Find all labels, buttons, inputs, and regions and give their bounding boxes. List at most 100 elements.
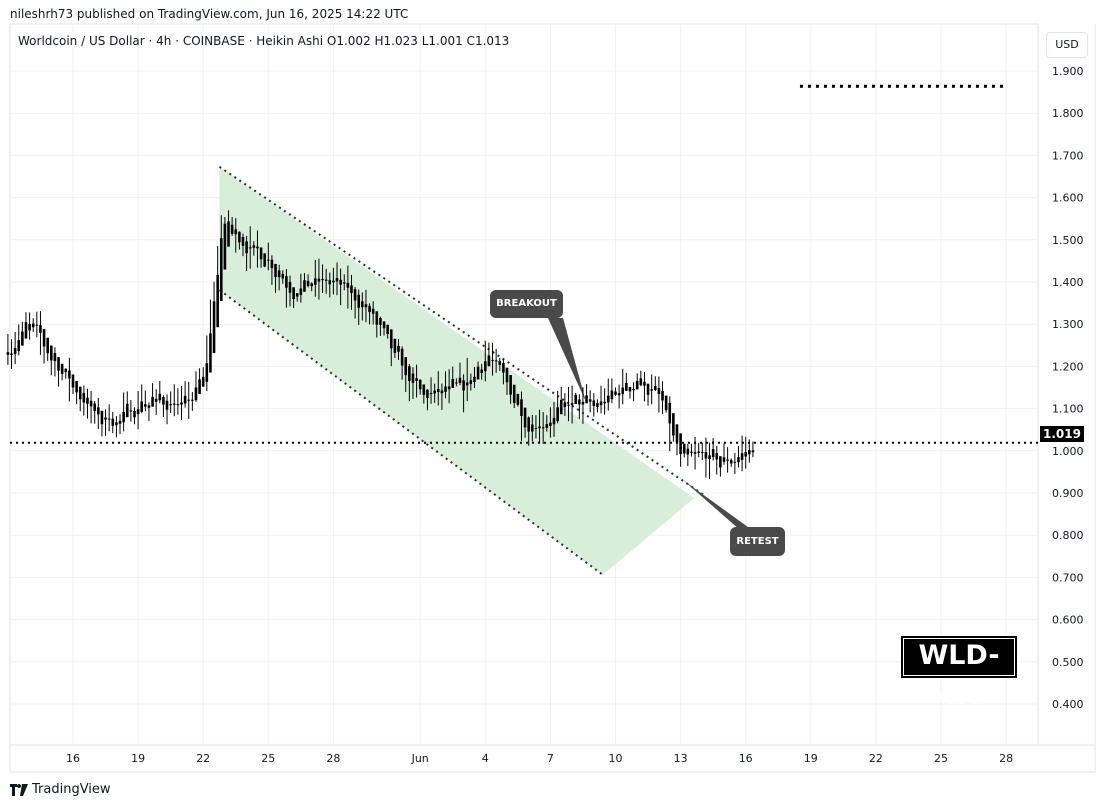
candle-body [400,348,404,366]
x-tick-label: 7 [547,752,554,765]
tradingview-logo[interactable]: TradingView [10,782,111,797]
candle-body [227,221,230,247]
candle-body [675,424,679,443]
candle-body [353,289,357,301]
x-tick-label: 25 [934,752,948,765]
candle-body [563,402,567,408]
candle-body [690,451,693,453]
candle-body [711,449,715,458]
y-tick-label: 1.400 [1052,276,1084,289]
candle-body [433,390,436,394]
candle-body [393,338,397,353]
candle-body [646,383,650,395]
candle-body [133,411,136,418]
candle-body [176,404,180,406]
candle-body [672,413,675,436]
candle-body [274,263,277,278]
currency-button[interactable]: USD [1046,32,1088,58]
candle-body [596,403,599,407]
candle-body [382,321,386,329]
breakout-callout[interactable]: BREAKOUT [490,290,563,318]
candle-body [628,386,632,392]
candle-body [60,363,64,374]
candle-body [209,333,212,373]
candle-body [451,378,455,388]
candle-body [342,282,346,284]
candle-body [559,399,563,415]
y-tick-label: 1.600 [1052,192,1084,205]
y-tick-label: 1.800 [1052,107,1084,120]
candle-body [147,405,151,408]
candle-body [375,311,379,325]
candle-body [288,281,292,293]
candle-body [422,384,426,395]
candle-body [371,308,375,314]
y-tick-label: 1.900 [1052,65,1084,78]
candle-body [115,422,118,426]
x-tick-label: 4 [482,752,489,765]
candle-body [494,360,498,362]
y-tick-label: 1.300 [1052,318,1084,331]
retest-callout[interactable]: RETEST [730,527,785,556]
candle-body [111,418,115,426]
candle-body [473,376,476,383]
candle-body [162,397,165,405]
x-tick-label: 10 [609,752,623,765]
candle-body [259,247,263,260]
candle-body [144,404,147,407]
y-tick-label: 0.700 [1052,571,1084,584]
candle-body [704,452,708,459]
x-tick-label: 13 [674,752,688,765]
candle-body [462,380,465,391]
candle-body [639,378,643,386]
candle-body [643,381,646,386]
candle-body [733,461,737,463]
publish-info: nileshrh73 published on TradingView.com,… [10,7,409,21]
candle-body [567,404,570,406]
candle-body [306,280,310,286]
x-tick-label: 16 [739,752,753,765]
symbol-label: WLD-4H [901,636,1017,711]
y-tick-label: 1.100 [1052,403,1084,416]
candle-body [245,241,248,254]
candle-body [599,401,603,406]
candle-body [71,374,75,388]
candle-body [10,353,13,355]
candle-body [737,457,740,463]
candle-body [364,304,368,308]
candle-body [429,393,433,395]
candle-body [549,422,552,426]
candle-body [534,428,538,430]
candle-body [570,403,574,405]
candle-body [484,361,487,372]
candle-body [21,331,24,346]
candle-body [527,417,530,432]
x-tick-label: Jun [411,752,429,765]
candle-body [263,253,266,267]
candle-body [97,407,100,415]
candle-body [89,400,93,407]
y-tick-label: 0.900 [1052,487,1084,500]
candle-body [68,370,71,379]
candle-body [295,293,299,297]
candle-body [303,280,306,292]
x-tick-label: 16 [66,752,80,765]
y-tick-label: 0.600 [1052,614,1084,627]
candle-body [581,401,585,405]
y-tick-label: 0.400 [1052,698,1084,711]
candle-body [169,404,172,406]
candle-body [498,360,502,365]
candle-body [664,395,668,411]
x-tick-label: 19 [804,752,818,765]
x-tick-label: 28 [326,752,340,765]
x-tick-label: 19 [131,752,145,765]
candle-body [748,450,751,455]
y-tick-label: 0.500 [1052,656,1084,669]
candle-body [722,457,726,462]
candle-body [172,403,176,405]
candle-body [277,270,281,278]
candle-body [455,382,458,384]
candle-body [118,420,122,424]
